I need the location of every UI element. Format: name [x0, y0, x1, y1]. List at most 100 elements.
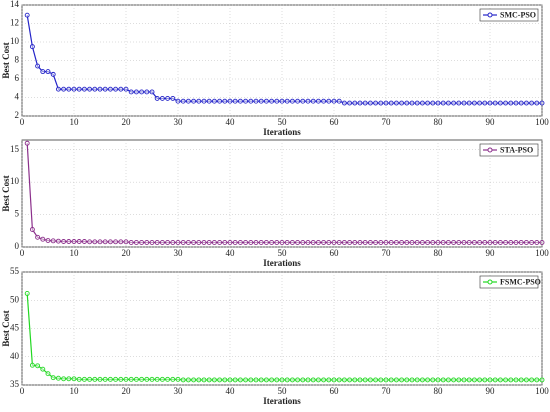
point — [393, 100, 399, 106]
point — [518, 377, 524, 383]
point — [529, 100, 535, 106]
x-tick-label: 40 — [226, 386, 236, 396]
point — [362, 240, 368, 245]
point — [336, 240, 342, 245]
point — [518, 100, 524, 106]
point — [102, 86, 108, 92]
x-tick-label: 30 — [174, 248, 184, 258]
point — [362, 377, 368, 383]
point — [227, 98, 233, 104]
point — [352, 377, 358, 383]
point — [222, 98, 228, 104]
point — [482, 377, 488, 383]
point — [508, 100, 514, 106]
point — [367, 100, 373, 106]
point — [373, 100, 379, 106]
point — [315, 240, 321, 245]
point — [45, 69, 51, 75]
x-axis-label: Iterations — [263, 258, 301, 268]
series-line — [26, 143, 542, 244]
point — [471, 377, 477, 383]
x-tick-label: 0 — [20, 386, 25, 396]
point — [300, 98, 306, 104]
point — [497, 240, 503, 245]
point — [66, 239, 72, 244]
point — [295, 98, 301, 104]
point — [289, 240, 295, 245]
point — [81, 239, 87, 244]
point — [331, 98, 337, 104]
point — [399, 240, 405, 245]
point — [237, 377, 243, 383]
point — [232, 240, 238, 245]
x-tick-label: 70 — [382, 386, 392, 396]
x-tick-label: 90 — [486, 386, 496, 396]
point — [341, 100, 347, 106]
point — [139, 89, 145, 95]
point — [321, 240, 327, 245]
point — [284, 240, 290, 245]
point — [445, 377, 451, 383]
point — [430, 240, 436, 245]
y-tick-label: 2 — [15, 110, 20, 120]
x-tick-label: 10 — [70, 386, 80, 396]
point — [326, 98, 332, 104]
y-tick-label: 40 — [10, 351, 20, 361]
point — [492, 377, 498, 383]
point — [50, 238, 56, 244]
point — [237, 240, 243, 245]
point — [133, 240, 139, 245]
point — [206, 240, 212, 245]
point — [55, 86, 61, 92]
point — [378, 377, 384, 383]
point — [175, 240, 181, 245]
x-tick-label: 20 — [122, 117, 132, 127]
point — [482, 100, 488, 106]
point — [175, 376, 181, 382]
point — [263, 240, 269, 245]
point — [284, 98, 290, 104]
point — [118, 239, 124, 245]
point — [419, 240, 425, 245]
point — [492, 240, 498, 245]
point — [534, 240, 540, 245]
point — [222, 240, 228, 245]
point — [144, 376, 150, 382]
point — [154, 240, 160, 245]
point — [24, 140, 30, 146]
point — [321, 98, 327, 104]
point — [248, 377, 254, 383]
point — [523, 377, 529, 383]
y-tick-label: 14 — [10, 0, 20, 9]
point — [513, 100, 519, 106]
y-tick-label: 4 — [15, 92, 20, 102]
x-tick-label: 100 — [535, 386, 549, 396]
point — [87, 376, 93, 382]
point — [445, 100, 451, 106]
point — [263, 377, 269, 383]
point — [92, 239, 98, 245]
point — [159, 240, 165, 245]
point — [165, 240, 171, 245]
legend-box — [479, 275, 539, 289]
point — [451, 100, 457, 106]
point — [211, 98, 217, 104]
point — [539, 100, 545, 106]
point — [503, 377, 509, 383]
point — [492, 100, 498, 106]
point — [295, 377, 301, 383]
point — [388, 100, 394, 106]
x-tick-label: 100 — [535, 117, 549, 127]
x-tick-label: 80 — [434, 248, 444, 258]
point — [217, 377, 223, 383]
point — [92, 376, 98, 382]
point — [425, 377, 431, 383]
point — [185, 240, 191, 245]
point — [477, 100, 483, 106]
x-tick-label: 100 — [535, 248, 549, 258]
point — [295, 240, 301, 245]
x-tick-label: 70 — [382, 117, 392, 127]
point — [388, 240, 394, 245]
x-tick-label: 50 — [278, 248, 288, 258]
point — [113, 239, 119, 245]
